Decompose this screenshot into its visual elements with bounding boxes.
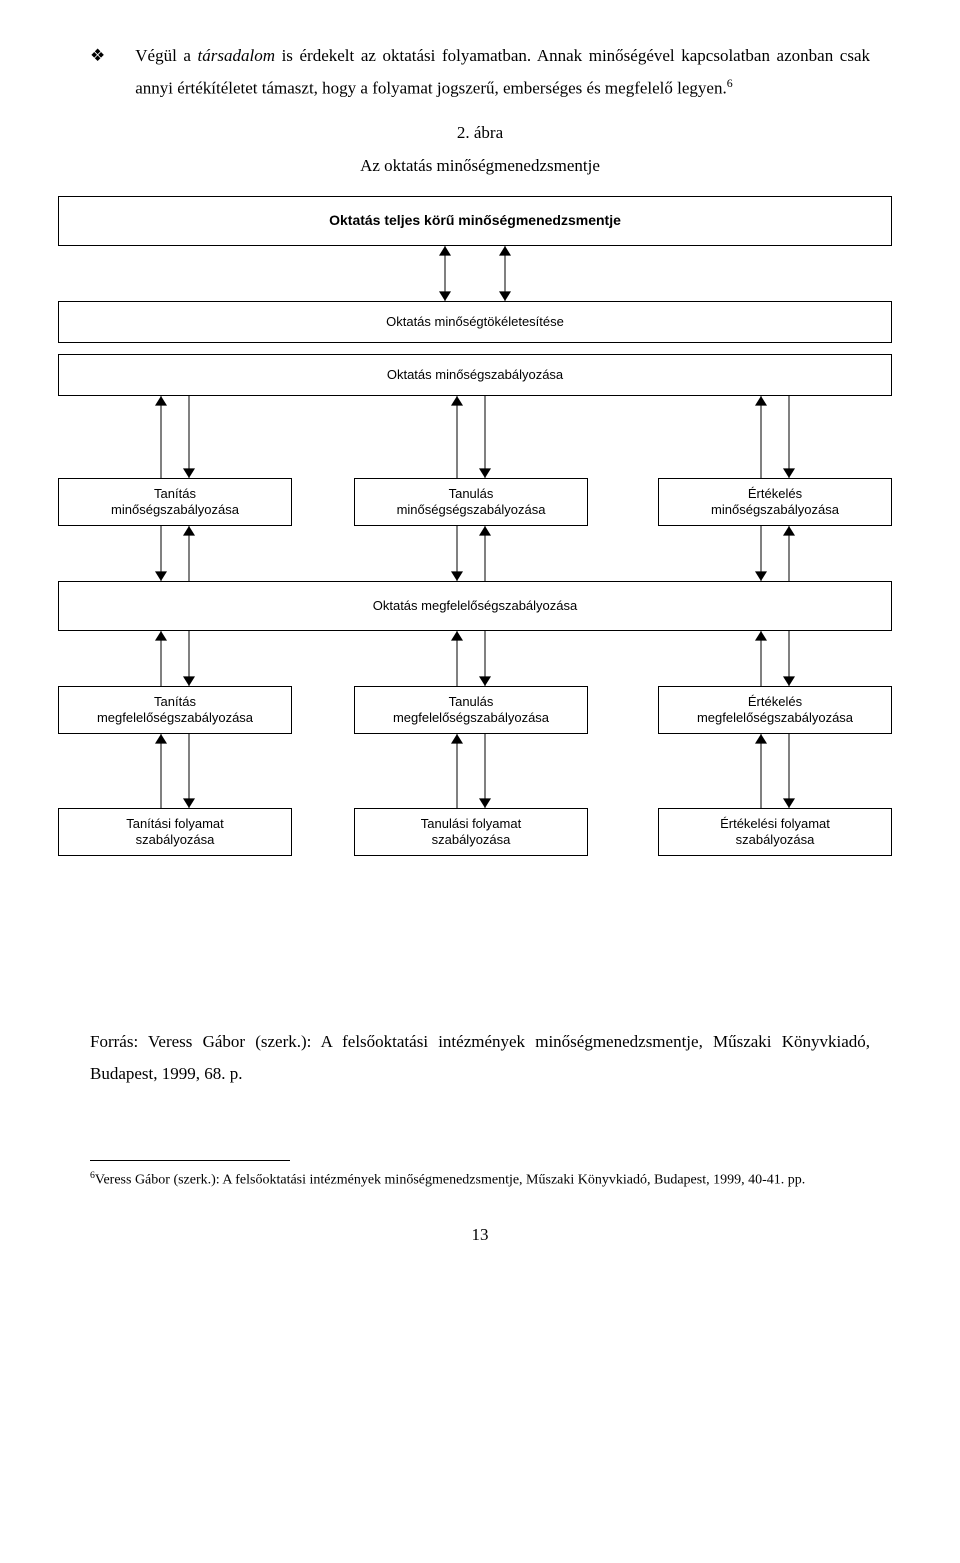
- flowchart-node-tulmf: Tanulásmegfelelőségszabályozása: [354, 686, 588, 734]
- flowchart-node-ertfo: Értékelési folyamatszabályozása: [658, 808, 892, 856]
- page-number: 13: [90, 1225, 870, 1245]
- flowchart-node-szab: Oktatás minőségszabályozása: [58, 354, 892, 396]
- footnote-text: Veress Gábor (szerk.): A felsőoktatási i…: [95, 1173, 805, 1188]
- intro-paragraph: ❖ Végül a társadalom is érdekelt az okta…: [90, 40, 870, 105]
- intro-italic: társadalom: [198, 46, 275, 65]
- flowchart-node-top: Oktatás teljes körű minőségmenedzsmentje: [58, 196, 892, 246]
- flowchart-node-ertsz: Értékelésminőségszabályozása: [658, 478, 892, 526]
- flowchart-node-tanfo: Tanítási folyamatszabályozása: [58, 808, 292, 856]
- intro-pre: Végül a: [135, 46, 197, 65]
- footnote: 6Veress Gábor (szerk.): A felsőoktatási …: [90, 1167, 870, 1194]
- flowchart-node-tanmf: Tanításmegfelelőségszabályozása: [58, 686, 292, 734]
- intro-sup: 6: [727, 76, 733, 90]
- figure-number: 2. ábra: [90, 117, 870, 149]
- flowchart-node-ertmf: Értékelésmegfelelőségszabályozása: [658, 686, 892, 734]
- intro-text: Végül a társadalom is érdekelt az oktatá…: [135, 40, 870, 105]
- figure-title: Az oktatás minőségmenedzsmentje: [90, 150, 870, 182]
- flowchart-node-tulfo: Tanulási folyamatszabályozása: [354, 808, 588, 856]
- footnote-separator: [90, 1160, 290, 1161]
- figure-source: Forrás: Veress Gábor (szerk.): A felsőok…: [90, 1026, 870, 1091]
- flowchart-node-tulsz: Tanulásminőségségszabályozása: [354, 478, 588, 526]
- flowchart-node-tok: Oktatás minőségtökéletesítése: [58, 301, 892, 343]
- flowchart: Oktatás teljes körű minőségmenedzsmentje…: [40, 196, 910, 966]
- flowchart-node-tansz: Tanításminőségszabályozása: [58, 478, 292, 526]
- flowchart-node-mfsz: Oktatás megfelelőségszabályozása: [58, 581, 892, 631]
- bullet-glyph: ❖: [90, 40, 135, 72]
